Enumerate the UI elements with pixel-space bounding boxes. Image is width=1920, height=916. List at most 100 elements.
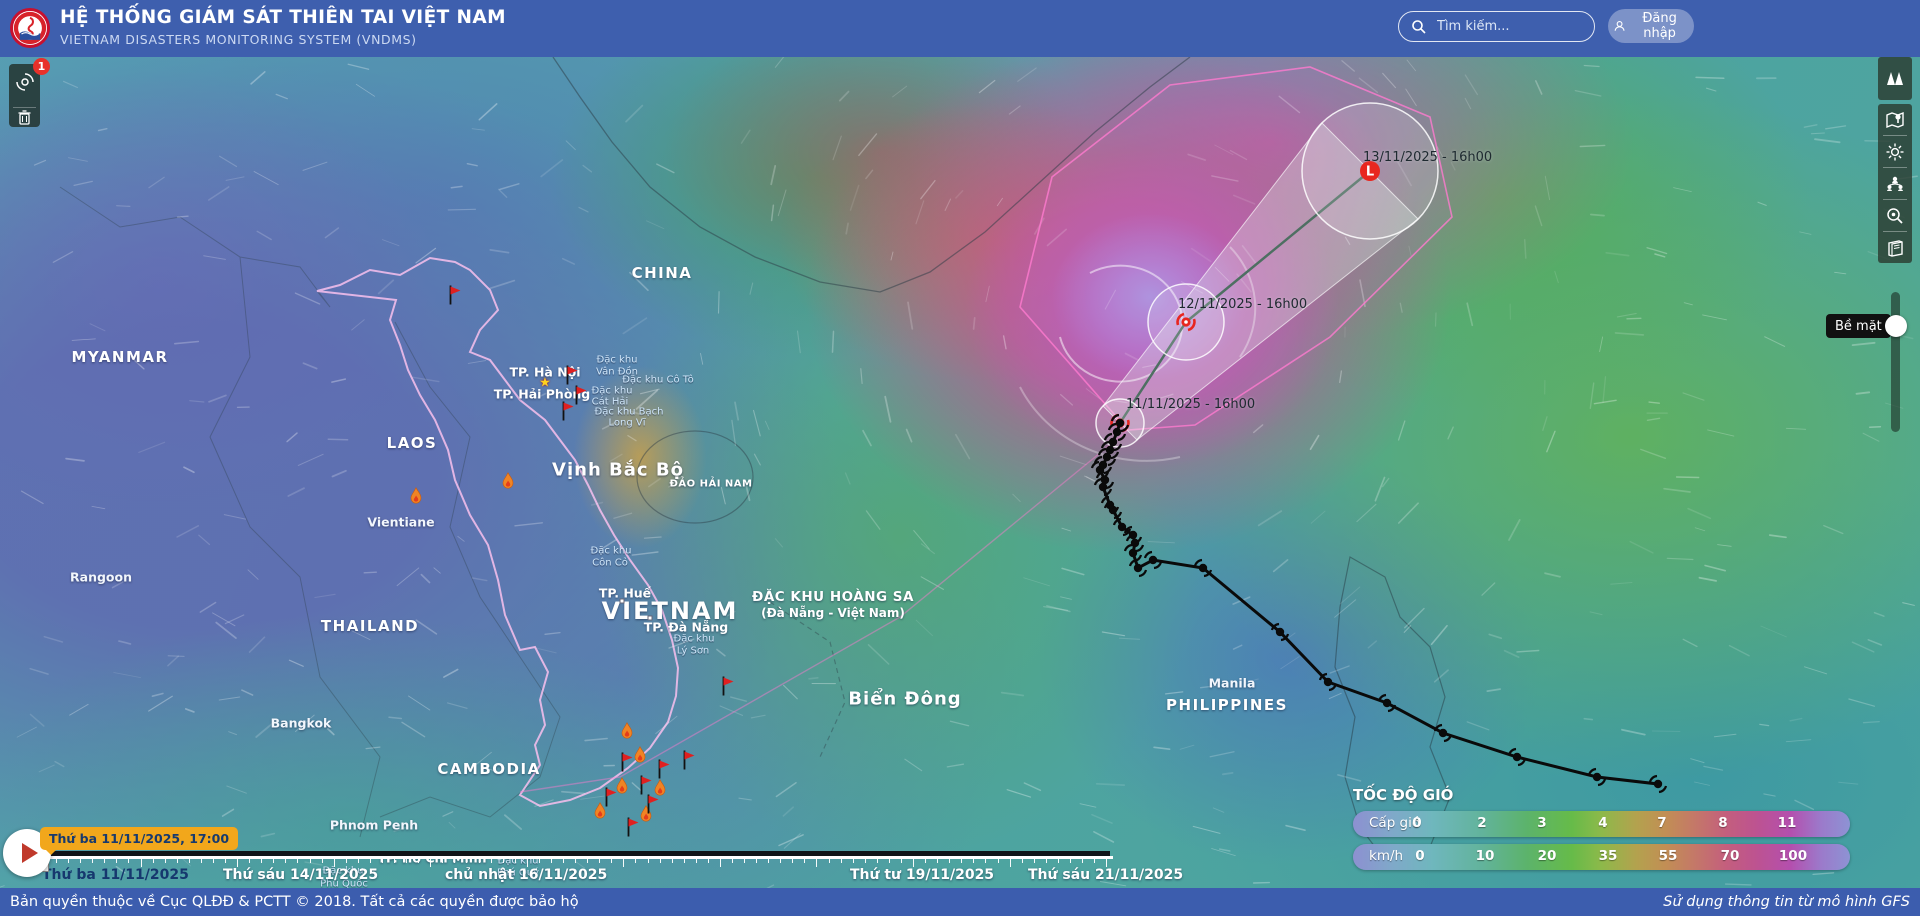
login-button[interactable]: Đăng nhập (1608, 9, 1694, 43)
weather-map[interactable]: L CHINA MYANMAR LAOS THAILAND CAMBODIA PHILIP… (0, 57, 1920, 888)
storm-track-point[interactable] (1123, 525, 1143, 545)
timeline-tick (804, 858, 806, 863)
storm-track-point[interactable] (1112, 517, 1132, 537)
surface-slider-handle[interactable] (1885, 315, 1907, 337)
timeline-tick (68, 858, 70, 863)
timeline-date-label[interactable]: chủ nhật 16/11/2025 (445, 867, 608, 883)
legend-value: 8 (1718, 815, 1728, 831)
timeline-tick (949, 858, 951, 863)
search-input[interactable] (1435, 18, 1575, 35)
timeline-date-label[interactable]: Thứ sáu 14/11/2025 (223, 867, 379, 883)
timeline-tick (876, 858, 878, 863)
legend-value: 3 (1537, 815, 1547, 831)
timeline-tick (1106, 858, 1108, 867)
search-location-button[interactable] (1878, 200, 1912, 231)
timeline-tick (466, 858, 468, 863)
legend-row-label: km/h (1369, 848, 1404, 864)
layer-panel: 1 (9, 58, 50, 127)
timeline-date-label[interactable]: Thứ tư 19/11/2025 (850, 867, 995, 883)
storm-track-point[interactable] (1093, 455, 1113, 475)
basemap-icon (1887, 72, 1903, 85)
search-box[interactable] (1398, 11, 1595, 42)
timeline-date-label[interactable]: Thứ ba 11/11/2025 (42, 867, 189, 883)
timeline-tick (333, 858, 335, 867)
timeline-tick (925, 858, 927, 863)
legend-value: 35 (1598, 848, 1618, 864)
storm-track-point[interactable] (1107, 422, 1127, 442)
timeline-tick (1094, 858, 1096, 863)
legend-title: TỐC ĐỘ GIÓ (1353, 786, 1454, 804)
timeline-tick (623, 858, 625, 867)
model-settings-button[interactable] (1878, 136, 1912, 167)
surface-slider-track[interactable] (1891, 292, 1900, 432)
legend-value: 10 (1475, 848, 1495, 864)
app-title: HỆ THỐNG GIÁM SÁT THIÊN TAI VIỆT NAM (60, 7, 506, 28)
timeline-tick (526, 858, 528, 867)
journal-button[interactable] (1878, 232, 1912, 263)
timeline-tick (840, 858, 842, 863)
storm-track-point[interactable] (1648, 774, 1668, 794)
low-pressure-marker[interactable]: L (1360, 161, 1380, 181)
legend-value: 7 (1657, 815, 1667, 831)
timeline-tick (695, 858, 697, 863)
timeline-tick (828, 858, 830, 863)
forecast-date-label: 13/11/2025 - 16h00 (1363, 150, 1493, 165)
timeline-tick (973, 858, 975, 863)
timeline-tick (297, 858, 299, 863)
journal-icon (1887, 239, 1903, 257)
legend-value: 20 (1537, 848, 1557, 864)
org-people-icon (1887, 176, 1903, 191)
timeline-tick (92, 858, 94, 863)
legend-scale-bar: km/h 0 10 20 35 55 70 100 (1353, 844, 1850, 870)
map-layers-button[interactable] (1878, 104, 1912, 135)
typhoon-forecast-marker[interactable] (1176, 312, 1196, 332)
timeline-tick (575, 858, 577, 863)
storm-track-point[interactable] (1587, 767, 1607, 787)
basemap-button[interactable] (1878, 57, 1912, 100)
timeline-tick (261, 858, 263, 863)
timeline-tick (321, 858, 323, 863)
typhoon-icon (15, 73, 34, 91)
storm-track-point[interactable] (1143, 550, 1163, 570)
timeline-tick (744, 858, 746, 863)
storm-track-point[interactable] (1318, 672, 1338, 692)
timeline-tick (502, 858, 504, 863)
timeline-tick (671, 858, 673, 863)
clear-layer-button[interactable] (9, 107, 40, 127)
timeline-tick (683, 858, 685, 863)
timeline-tick (599, 858, 601, 863)
timeline-tick (369, 858, 371, 863)
timeline-date-label[interactable]: Thứ sáu 21/11/2025 (1028, 867, 1184, 883)
timeline-tick (212, 858, 214, 863)
storm-track-point[interactable] (1097, 447, 1117, 467)
storm-layer-button[interactable] (9, 64, 40, 100)
timeline-tick (406, 858, 408, 863)
storm-track-point[interactable] (1377, 693, 1397, 713)
wind-streaks (0, 57, 1918, 888)
timeline-tick (913, 858, 915, 867)
storm-track-layer: L (519, 66, 1668, 794)
timeline-tick (1021, 858, 1023, 863)
storm-track-point[interactable] (1433, 723, 1453, 743)
storm-track-point[interactable] (1103, 432, 1123, 452)
timeline-tick (418, 858, 420, 863)
storm-track-point[interactable] (1100, 440, 1120, 460)
storm-track-point[interactable] (1270, 622, 1290, 642)
timeline-tick (647, 858, 649, 863)
storm-track-point[interactable] (1507, 747, 1527, 767)
timeline-track-progress[interactable] (40, 856, 1113, 859)
legend-value: 70 (1720, 848, 1740, 864)
storm-track-point[interactable] (1110, 413, 1130, 433)
timeline-tick (237, 858, 239, 867)
timeline-tick (164, 858, 166, 863)
storm-track-point[interactable] (1193, 558, 1213, 578)
copyright-text: Bản quyền thuộc về Cục QLĐĐ & PCTT © 201… (10, 894, 579, 910)
timeline-tick (756, 858, 758, 863)
storm-track-point[interactable] (1128, 558, 1148, 578)
timeline-track[interactable] (40, 851, 1110, 856)
timeline-tick (792, 858, 794, 863)
legend-value: 0 (1412, 815, 1422, 831)
agencies-button[interactable] (1878, 168, 1912, 199)
storm-track-point[interactable] (1100, 495, 1120, 515)
timeline-tick (997, 858, 999, 863)
